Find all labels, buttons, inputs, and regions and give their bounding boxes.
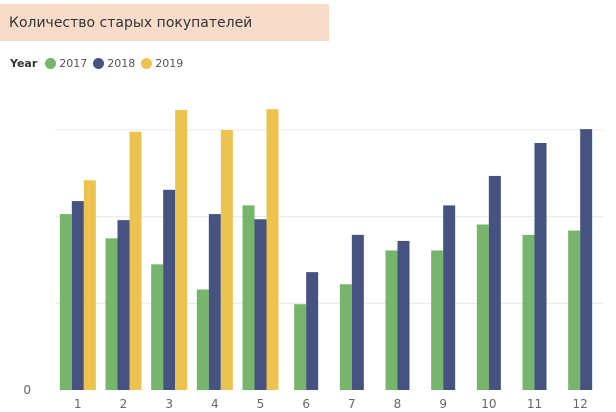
bar-2017-9[interactable] <box>431 250 444 390</box>
bar-2018-1[interactable] <box>71 201 84 390</box>
y-tick-label: 0 <box>23 383 31 397</box>
bar-2017-1[interactable] <box>59 214 72 390</box>
legend-title: Year <box>10 56 38 70</box>
legend-item-2018[interactable]: 2018 <box>93 57 135 70</box>
bar-2017-6[interactable] <box>294 304 307 390</box>
legend-label-2019: 2019 <box>155 56 184 70</box>
bar-2017-7[interactable] <box>339 284 352 390</box>
x-tick-label-10: 10 <box>481 397 496 411</box>
bar-2018-12[interactable] <box>580 129 593 390</box>
x-tick-label-4: 4 <box>211 397 219 411</box>
bar-2018-10[interactable] <box>488 175 501 390</box>
bar-2018-5[interactable] <box>254 219 267 390</box>
bar-2017-2[interactable] <box>105 238 118 390</box>
bar-2019-5[interactable] <box>266 109 279 390</box>
bar-2017-11[interactable] <box>522 234 535 390</box>
legend-swatch-2017 <box>45 57 57 69</box>
x-tick-label-12: 12 <box>573 397 588 411</box>
bars <box>59 109 593 391</box>
bar-2019-2[interactable] <box>129 131 142 390</box>
bar-2019-1[interactable] <box>83 180 96 390</box>
x-tick-label-7: 7 <box>348 397 356 411</box>
bar-2017-12[interactable] <box>568 230 581 390</box>
bar-2018-4[interactable] <box>208 214 221 390</box>
legend-item-2017[interactable]: 2017 <box>45 57 87 70</box>
legend: Year 2017 2018 2019 <box>10 54 189 72</box>
bar-2017-8[interactable] <box>385 250 398 390</box>
x-tick-label-6: 6 <box>302 397 310 411</box>
legend-swatch-2018 <box>93 57 105 69</box>
bar-2017-3[interactable] <box>151 264 164 390</box>
gridlines <box>55 129 603 304</box>
bar-2018-2[interactable] <box>117 220 130 390</box>
x-axis-ticks: 1 2 3 4 5 6 7 8 9 10 11 12 <box>74 397 588 411</box>
chart-title-banner: Количество старых покупателей <box>0 4 329 41</box>
bar-2017-10[interactable] <box>476 224 489 390</box>
chart-title: Количество старых покупателей <box>9 14 253 31</box>
legend-label-2017: 2017 <box>59 56 88 70</box>
x-tick-label-5: 5 <box>257 397 265 411</box>
x-tick-label-9: 9 <box>439 397 447 411</box>
legend-item-2019[interactable]: 2019 <box>141 57 183 70</box>
x-tick-label-1: 1 <box>74 397 82 411</box>
bar-2017-5[interactable] <box>242 205 255 390</box>
bar-2018-11[interactable] <box>534 143 547 390</box>
legend-label-2018: 2018 <box>107 56 136 70</box>
y-axis-ticks: 0 <box>23 383 31 397</box>
bar-2019-3[interactable] <box>175 110 188 391</box>
bar-2019-4[interactable] <box>220 130 233 390</box>
bar-2018-9[interactable] <box>443 205 456 390</box>
x-tick-label-11: 11 <box>527 397 542 411</box>
bar-2018-8[interactable] <box>397 240 410 390</box>
x-tick-label-2: 2 <box>120 397 128 411</box>
bar-2018-6[interactable] <box>306 272 319 390</box>
bar-2017-4[interactable] <box>196 289 209 390</box>
bar-2018-7[interactable] <box>351 234 364 390</box>
legend-swatch-2019 <box>141 57 153 69</box>
x-tick-label-3: 3 <box>165 397 173 411</box>
x-tick-label-8: 8 <box>394 397 402 411</box>
bar-2018-3[interactable] <box>163 189 176 390</box>
